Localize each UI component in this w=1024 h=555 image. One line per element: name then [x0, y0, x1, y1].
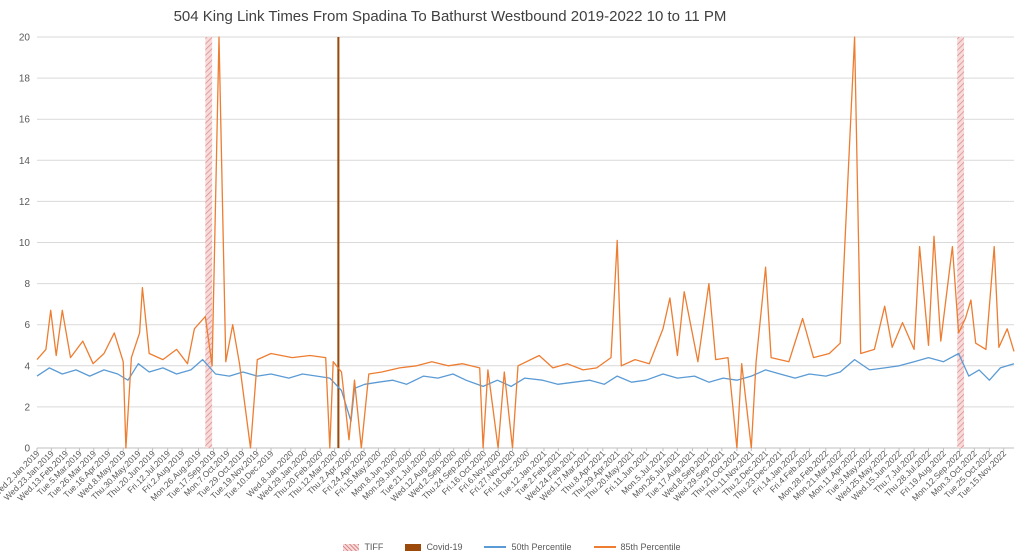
band-covid-19: [337, 37, 340, 448]
y-tick-label: 6: [24, 320, 30, 331]
y-axis-ticks: 0 2 4 6 8 10 12 14 16 18 20: [19, 33, 31, 455]
legend-label: 50th Percentile: [511, 542, 572, 552]
legend-label: Covid-19: [426, 542, 463, 552]
legend-item-50th-percentile: 50th Percentile: [484, 540, 572, 554]
event-bands: [205, 37, 965, 448]
x-axis-ticks: Wed.2.Jan.2019Wed.23.Jan.2019Wed.13.Feb.…: [0, 448, 1008, 504]
y-tick-label: 20: [19, 33, 31, 44]
y-tick-label: 10: [19, 238, 31, 249]
band-tiff: [957, 37, 965, 448]
legend-swatch: [593, 546, 616, 548]
gridlines: [37, 36, 1014, 449]
y-tick-label: 2: [24, 402, 30, 413]
y-tick-label: 16: [19, 115, 31, 126]
legend-swatch: [343, 543, 360, 551]
y-tick-label: 14: [19, 156, 31, 167]
y-tick-label: 12: [19, 197, 31, 208]
legend-item-tiff: TIFF: [343, 540, 383, 554]
y-tick-label: 8: [24, 279, 30, 290]
legend-item-covid-19: Covid-19: [405, 540, 462, 554]
legend-swatch: [484, 546, 507, 548]
chart-legend: TIFF Covid-19 50th Percentile 85th Percenti…: [0, 540, 1024, 554]
y-tick-label: 18: [19, 74, 31, 85]
line-chart: 0 2 4 6 8 10 12 14 16 18 20 Wed.2.Jan.2019Wed.23.J…: [0, 33, 1015, 504]
band-tiff: [205, 37, 213, 448]
y-tick-label: 4: [24, 361, 30, 372]
legend-item-85th-percentile: 85th Percentile: [593, 540, 681, 554]
series-50th-percentile: [36, 352, 1015, 422]
legend-label: 85th Percentile: [620, 542, 681, 552]
legend-swatch: [405, 543, 422, 551]
series-85th-percentile: [36, 36, 1015, 449]
y-tick-label: 0: [24, 444, 30, 455]
series-lines: [36, 36, 1015, 449]
legend-label: TIFF: [364, 542, 384, 552]
chart-title: 504 King Link Times From Spadina To Bath…: [173, 8, 727, 25]
